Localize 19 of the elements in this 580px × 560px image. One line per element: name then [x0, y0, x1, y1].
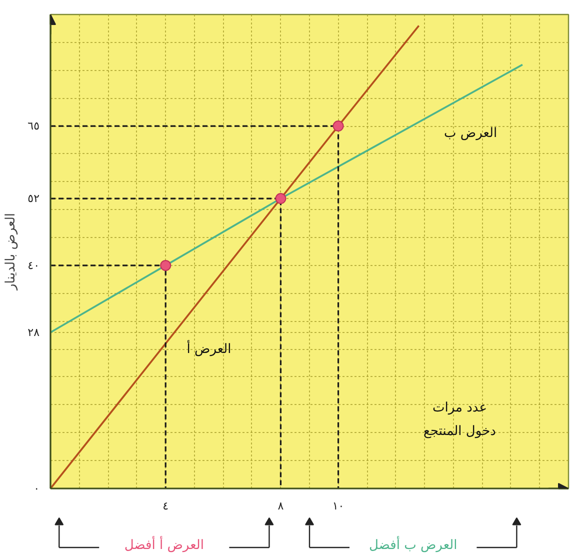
point [160, 260, 172, 271]
y-tick-label: ٥٢ [28, 192, 40, 206]
x-tick-label: ٨ [278, 500, 284, 512]
line-series [50, 24, 420, 488]
point [332, 120, 344, 132]
y-tick-label: ٤٠ [28, 258, 40, 272]
y-tick-label: ٢٨ [28, 326, 40, 339]
y-tick-label: ٠ [34, 482, 40, 495]
y-tick-label: ٦٥ [28, 120, 40, 133]
line-series [50, 64, 524, 334]
x-tick-label: ١٠ [332, 500, 344, 512]
x-tick-label: ٤ [162, 500, 169, 512]
series-label: العرض ب [444, 126, 498, 141]
series-label: العرض أ [186, 340, 232, 357]
point [275, 193, 286, 204]
text: العرض ب أفضل [369, 536, 458, 553]
y-axis-title: العرض بالدينار [4, 212, 19, 292]
x-axis-title: عدد مرات دخول المنتجع [424, 400, 496, 440]
text: العرض أ أفضل [124, 536, 204, 553]
